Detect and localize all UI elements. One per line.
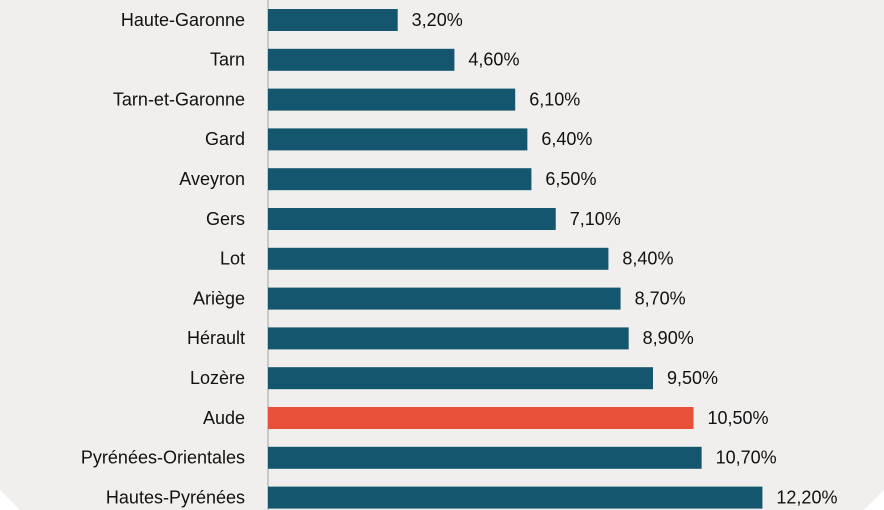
value-label: 6,10% [529, 89, 580, 109]
category-label: Pyrénées-Orientales [81, 448, 245, 468]
bar [268, 367, 653, 390]
bar [268, 446, 702, 469]
category-label: Gers [206, 209, 245, 229]
corner [0, 490, 20, 510]
value-label: 4,60% [468, 50, 519, 70]
bar [268, 327, 629, 350]
category-label: Lozère [190, 368, 245, 388]
category-label: Lot [220, 249, 245, 269]
bar [268, 168, 532, 191]
corner [864, 490, 884, 510]
category-label: Hautes-Pyrénées [106, 487, 245, 507]
value-label: 9,50% [667, 368, 718, 388]
bar [268, 128, 528, 151]
category-label: Gard [205, 129, 245, 149]
value-label: 8,40% [622, 249, 673, 269]
bar [268, 88, 516, 111]
bar [268, 48, 455, 71]
bar [268, 407, 694, 429]
value-label: 7,10% [570, 209, 621, 229]
value-label: 12,20% [776, 487, 837, 507]
category-label: Hérault [187, 328, 245, 348]
bar [268, 9, 398, 31]
value-label: 8,70% [635, 288, 686, 308]
bar [268, 287, 621, 310]
category-label: Haute-Garonne [121, 10, 245, 30]
category-label: Tarn [210, 50, 245, 70]
value-label: 6,50% [545, 169, 596, 189]
category-label: Tarn-et-Garonne [113, 89, 245, 109]
value-label: 8,90% [643, 328, 694, 348]
value-label: 3,20% [412, 10, 463, 30]
bar [268, 247, 609, 270]
value-label: 10,70% [716, 448, 777, 468]
category-label: Ariège [193, 288, 245, 308]
bar [268, 486, 763, 509]
bar [268, 208, 556, 230]
category-label: Aveyron [179, 169, 245, 189]
value-label: 10,50% [708, 408, 769, 428]
category-label: Aude [203, 408, 245, 428]
value-label: 6,40% [541, 129, 592, 149]
